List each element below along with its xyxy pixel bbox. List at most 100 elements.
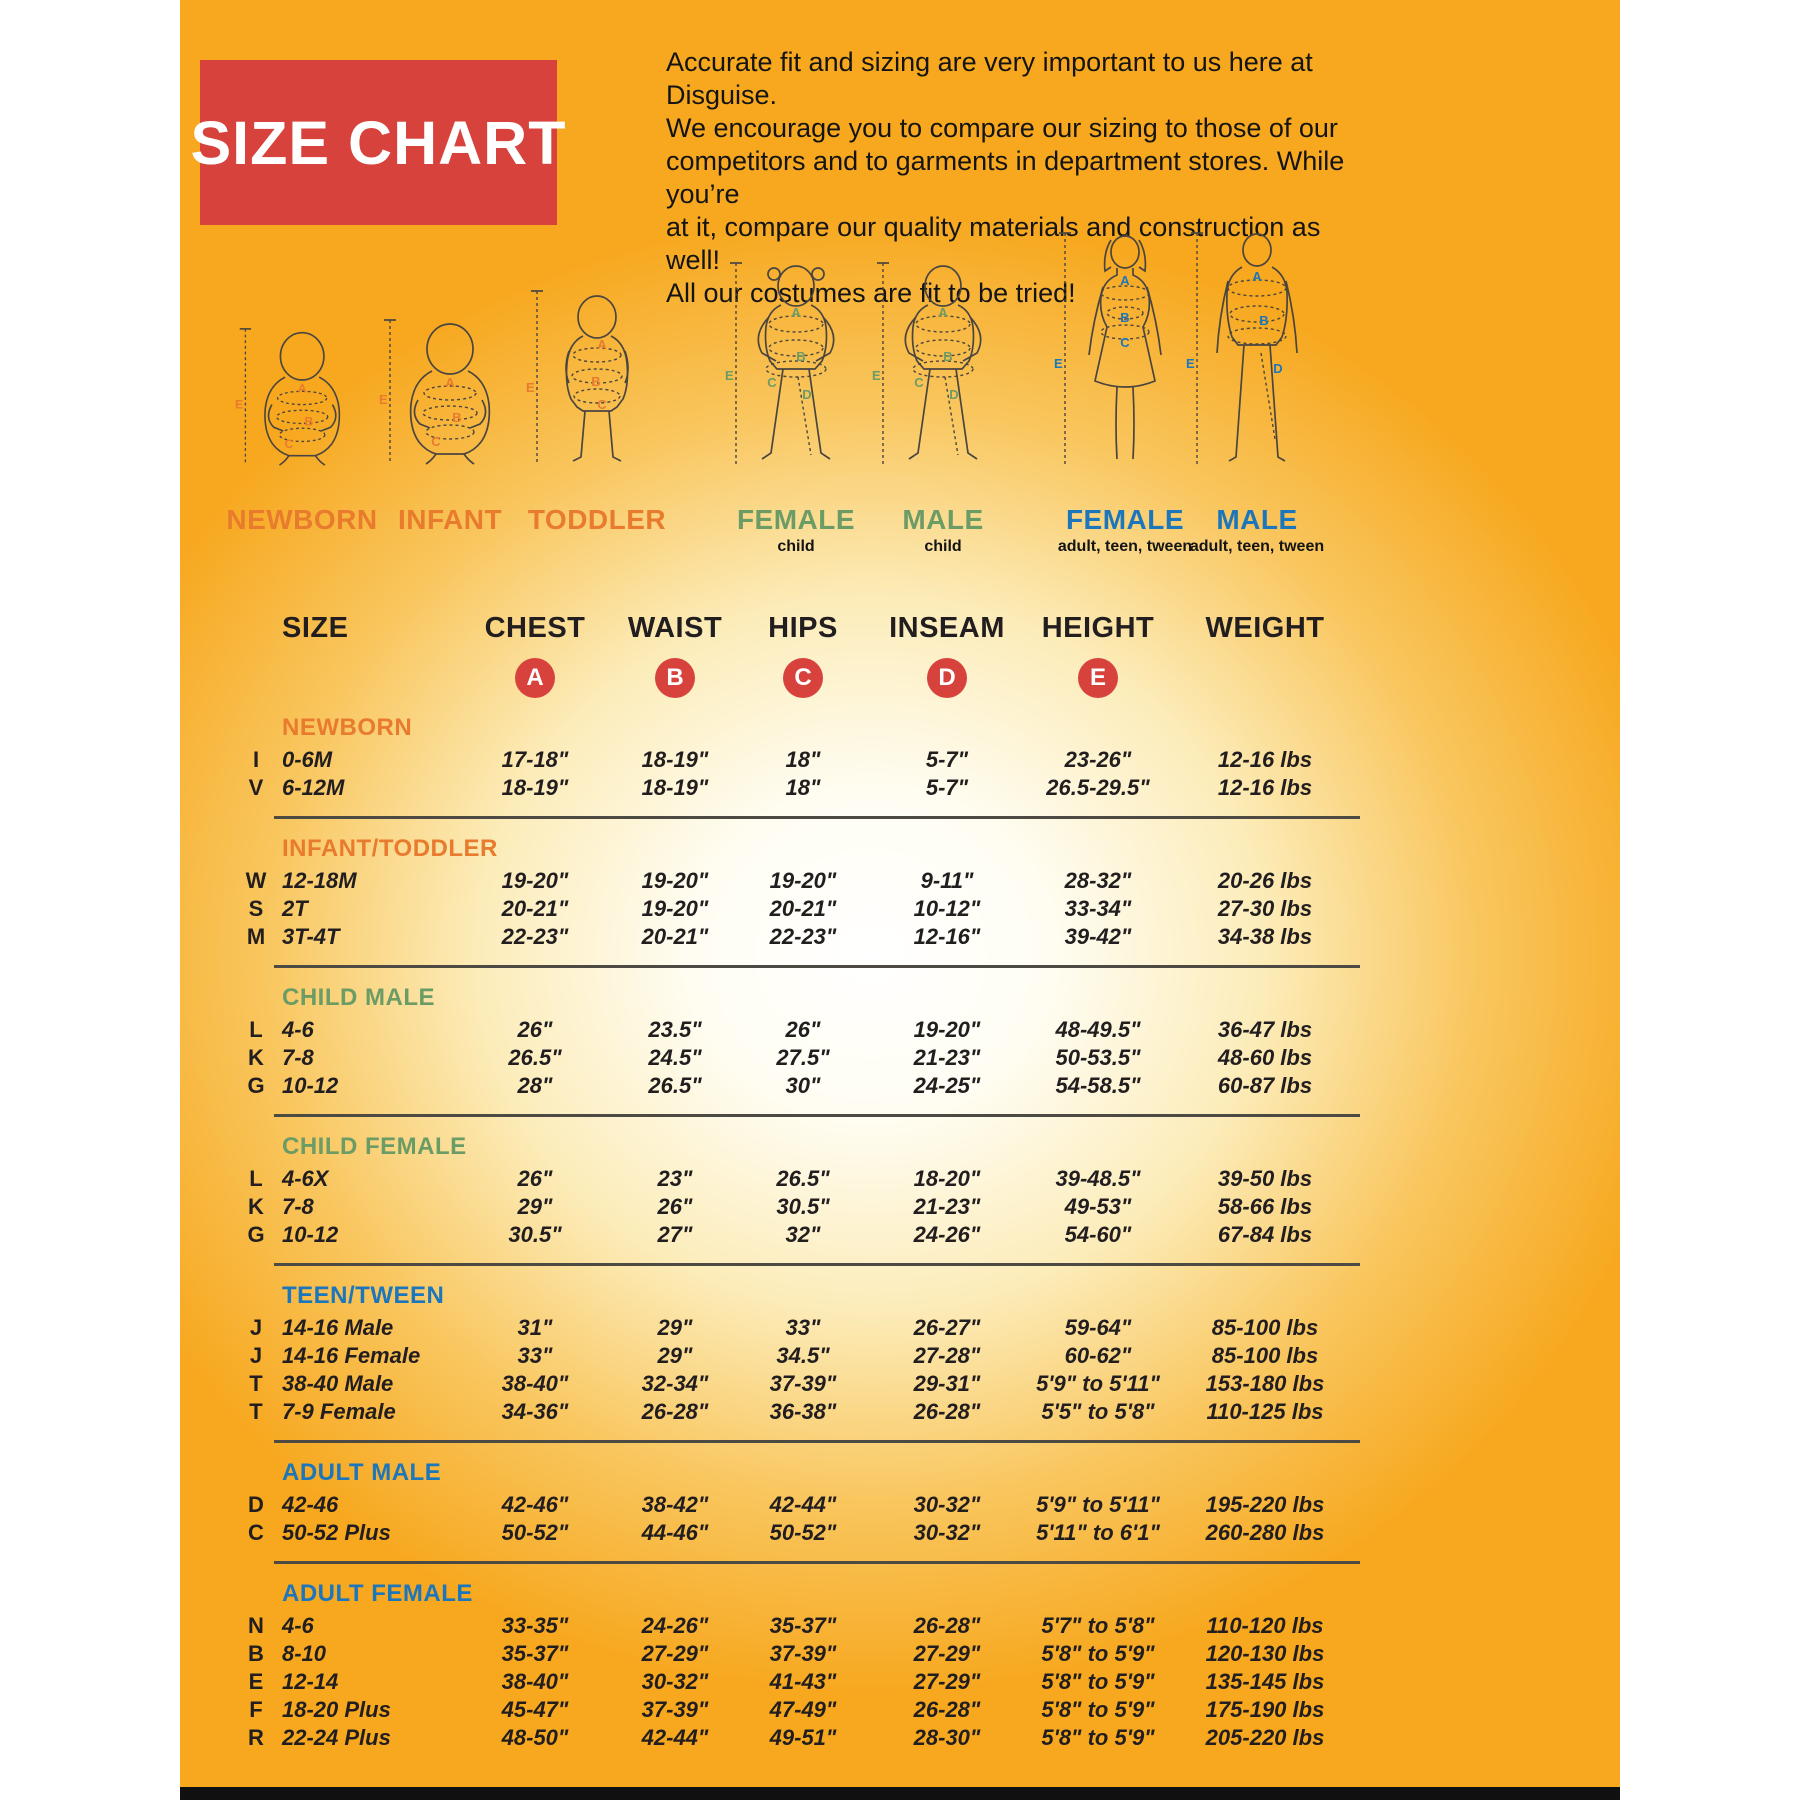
weight-value: 67-84 lbs (1217, 1222, 1313, 1247)
table-row: G 10-12 28" 26.5" 30" 24-25" 54-58.5" 60-87 lbs (238, 1073, 1360, 1101)
inseam-value: 19-20" (913, 1017, 981, 1042)
table-row: T 7-9 Female 34-36" 26-28" 36-38" 26-28" 5'5" … (238, 1399, 1360, 1427)
table-row: K 7-8 26.5" 24.5" 27.5" 21-23" 50-53.5" 48-60 l… (238, 1045, 1360, 1073)
svg-text:B: B (304, 414, 313, 428)
intro-line: competitors and to garments in departmen… (666, 146, 1345, 209)
hips-value: 41-43" (769, 1669, 837, 1694)
size-label: 22-24 Plus (282, 1725, 391, 1750)
size-code: G (247, 1073, 265, 1098)
height-value: 26.5-29.5" (1046, 775, 1150, 800)
inseam-value: 24-25" (913, 1073, 981, 1098)
size-code: N (248, 1613, 264, 1638)
svg-text:D: D (949, 387, 958, 402)
measurement-badge-d: D (927, 658, 967, 698)
column-header-size: SIZE (282, 612, 349, 644)
figure-illustration: E A B D (1186, 232, 1298, 465)
waist-value: 26.5" (648, 1073, 702, 1098)
svg-text:A: A (791, 305, 801, 320)
intro-text: Accurate fit and sizing are very importa… (666, 46, 1346, 310)
column-header-waist: WAIST (627, 612, 723, 644)
hips-value: 49-51" (769, 1725, 837, 1750)
table-row: I 0-6M 17-18" 18-19" 18" 5-7" 23-26" 12-16 lbs (238, 747, 1360, 775)
hips-value: 47-49" (769, 1697, 837, 1722)
size-code: R (248, 1725, 264, 1750)
height-value: 54-58.5" (1055, 1073, 1141, 1098)
height-value: 5'8" to 5'9" (1041, 1669, 1155, 1694)
column-header-inseam: INSEAM (889, 612, 1005, 644)
section-divider (274, 816, 1360, 819)
size-code: M (246, 924, 266, 949)
weight-value: 205-220 lbs (1205, 1725, 1325, 1750)
table-row: N 4-6 33-35" 24-26" 35-37" 26-28" 5'7" to 5'8"… (238, 1613, 1360, 1641)
size-label: 8-10 (282, 1641, 327, 1666)
svg-text:D: D (802, 387, 811, 402)
height-value: 59-64" (1064, 1315, 1132, 1340)
table-row: D 42-46 42-46" 38-42" 42-44" 30-32" 5'9" to 5'… (238, 1492, 1360, 1520)
size-code: F (249, 1697, 263, 1722)
weight-value: 36-47 lbs (1217, 1017, 1313, 1042)
chest-value: 29" (517, 1194, 553, 1219)
inseam-value: 29-31" (913, 1371, 981, 1396)
chest-value: 33-35" (501, 1613, 569, 1638)
section-header: CHILD MALE (282, 984, 435, 1011)
svg-text:B: B (452, 410, 461, 425)
weight-value: 110-120 lbs (1206, 1613, 1324, 1638)
intro-line: Accurate fit and sizing are very importa… (666, 47, 1313, 110)
waist-value: 26-28" (641, 1399, 709, 1424)
figure-sublabel: adult, teen, tween (1057, 538, 1193, 555)
waist-value: 42-44" (641, 1725, 709, 1750)
table-row: R 22-24 Plus 48-50" 42-44" 49-51" 28-30" 5'8" … (238, 1725, 1360, 1753)
size-label: 3T-4T (282, 924, 340, 949)
weight-value: 135-145 lbs (1205, 1669, 1325, 1694)
table-row: S 2T 20-21" 19-20" 20-21" 10-12" 33-34" 27-30 l… (238, 896, 1360, 924)
size-code: J (249, 1315, 263, 1340)
chest-value: 35-37" (501, 1641, 569, 1666)
hips-value: 37-39" (769, 1641, 837, 1666)
size-code: D (248, 1492, 264, 1517)
height-value: 5'9" to 5'11" (1036, 1492, 1160, 1517)
size-code: W (245, 868, 267, 893)
height-value: 5'8" to 5'9" (1041, 1641, 1155, 1666)
chest-value: 38-40" (501, 1371, 569, 1396)
table-row: F 18-20 Plus 45-47" 37-39" 47-49" 26-28" 5'8" … (238, 1697, 1360, 1725)
table-row: B 8-10 35-37" 27-29" 37-39" 27-29" 5'8" to 5'9… (238, 1641, 1360, 1669)
weight-value: 12-16 lbs (1217, 747, 1313, 772)
hips-value: 34.5" (776, 1343, 830, 1368)
svg-text:A: A (1120, 273, 1130, 288)
waist-value: 18-19" (641, 747, 709, 772)
svg-text:A: A (597, 337, 607, 352)
weight-value: 20-26 lbs (1217, 868, 1313, 893)
inseam-value: 28-30" (913, 1725, 981, 1750)
waist-value: 44-46" (641, 1520, 709, 1545)
size-label: 10-12 (282, 1222, 339, 1247)
weight-value: 12-16 lbs (1217, 775, 1313, 800)
waist-value: 23" (657, 1166, 693, 1191)
badge-row: A B C D E (238, 645, 1360, 698)
chest-value: 42-46" (501, 1492, 569, 1517)
size-code: C (248, 1520, 264, 1545)
hips-value: 50-52" (769, 1520, 837, 1545)
figure-illustration: E A B C D (725, 262, 835, 465)
waist-value: 20-21" (641, 924, 709, 949)
table-row: L 4-6 26" 23.5" 26" 19-20" 48-49.5" 36-47 lbs (238, 1017, 1360, 1045)
measurement-badge-a: A (515, 658, 555, 698)
weight-value: 175-190 lbs (1205, 1697, 1325, 1722)
height-value: 33-34" (1064, 896, 1132, 921)
height-value: 50-53.5" (1055, 1045, 1141, 1070)
svg-text:E: E (1054, 356, 1063, 371)
waist-value: 32-34" (641, 1371, 709, 1396)
size-code: T (249, 1371, 263, 1396)
height-value: 5'8" to 5'9" (1041, 1697, 1155, 1722)
svg-text:B: B (1120, 310, 1129, 325)
figure-female-child: E A B C D (724, 261, 874, 472)
badge-cell: A (458, 658, 612, 698)
size-label: 2T (282, 896, 308, 921)
chest-value: 38-40" (501, 1669, 569, 1694)
size-label: 7-8 (282, 1194, 314, 1219)
hips-value: 26.5" (776, 1166, 830, 1191)
hips-value: 35-37" (769, 1613, 837, 1638)
size-label: 6-12M (282, 775, 345, 800)
